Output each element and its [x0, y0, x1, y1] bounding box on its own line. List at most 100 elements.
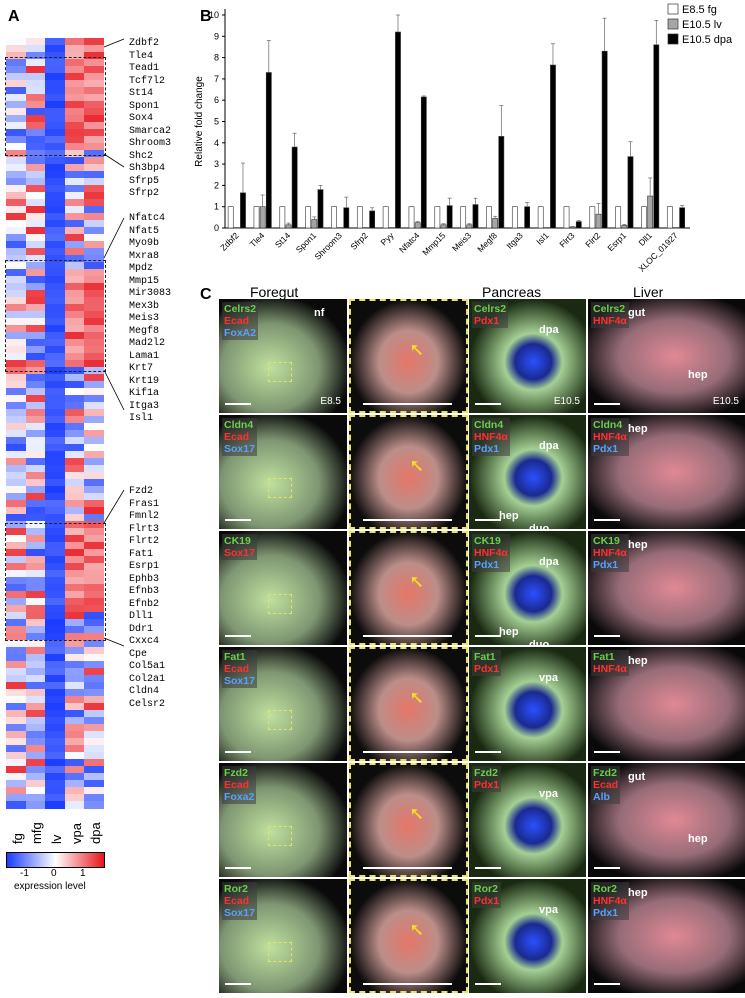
stain-label-box: Fat1 Ecad Sox17: [222, 650, 257, 688]
heatmap-cell: [45, 423, 66, 431]
heatmap-cell: [64, 304, 85, 312]
heatmap-cell: [6, 514, 27, 522]
legend-entry: E10.5 dpa: [682, 34, 733, 46]
heatmap-cell: [25, 248, 46, 256]
heatmap-cell: [6, 801, 27, 809]
heatmap-cell: [25, 381, 46, 389]
heatmap-cell: [25, 759, 46, 767]
heatmap-cell: [64, 108, 85, 116]
heatmap-cell: [45, 45, 66, 53]
heatmap-cell: [25, 738, 46, 746]
heatmap-cell: [25, 689, 46, 697]
heatmap-cell: [64, 143, 85, 151]
heatmap-cell: [6, 570, 27, 578]
heatmap-cell: [45, 535, 66, 543]
scale-bar: [363, 751, 452, 753]
heatmap-cell: [84, 346, 105, 354]
heatmap-cell: [45, 724, 66, 732]
heatmap-cell: [6, 248, 27, 256]
gene-label: Efnb2: [129, 598, 160, 610]
heatmap-cell: [25, 549, 46, 557]
heatmap-cell: [84, 801, 105, 809]
heatmap-cell: [64, 52, 85, 60]
heatmap-cell: [25, 619, 46, 627]
heatmap-cell: [6, 759, 27, 767]
heatmap-cell: [84, 640, 105, 648]
bar-e85-fg: [615, 206, 622, 229]
heatmap-cell: [25, 339, 46, 347]
stain-label-box: CK19 Sox17: [222, 534, 257, 560]
gene-label: Mex3b: [129, 300, 160, 312]
stain-label: Pdx1: [593, 559, 619, 571]
heatmap-cell: [84, 570, 105, 578]
heatmap-cell: [45, 290, 66, 298]
stain-label: Sox17: [224, 547, 255, 559]
gene-label: Fzd2: [129, 486, 154, 497]
x-category-label: Flrt2: [583, 230, 602, 249]
bar-e85-fg: [279, 206, 286, 229]
heatmap-cell: [6, 703, 27, 711]
heatmap-cell: [6, 241, 27, 249]
stain-label: CK19: [474, 535, 501, 547]
heatmap-cell: [84, 598, 105, 606]
gene-label: Shc2: [129, 150, 154, 162]
heatmap-cell: [84, 269, 105, 277]
heatmap-cell: [25, 500, 46, 508]
heatmap-cell: [64, 535, 85, 543]
heatmap-cell: [45, 311, 66, 319]
stain-label: Fzd2: [474, 767, 498, 779]
heatmap-cell: [84, 136, 105, 144]
bar-e105-dpa: [395, 31, 401, 229]
stain-label: Cldn4: [593, 419, 623, 431]
heatmap-cell: [64, 745, 85, 753]
x-category-label: St14: [273, 230, 293, 250]
gene-label: Shroom3: [129, 138, 172, 149]
y-tick-label: 4: [214, 138, 219, 148]
y-tick-label: 9: [214, 31, 219, 41]
x-category-label: Flrt3: [557, 230, 576, 249]
heatmap-cell: [25, 612, 46, 620]
heatmap-cell: [6, 395, 27, 403]
heatmap-cell: [25, 451, 46, 459]
heatmap-cell: [6, 682, 27, 690]
x-category-label: Megf8: [475, 230, 499, 254]
header-foregut: Foregut: [250, 284, 299, 300]
heatmap-cell: [84, 423, 105, 431]
stain-label: HNF4α: [593, 895, 627, 907]
heatmap-cell: [25, 773, 46, 781]
heatmap-cell: [64, 94, 85, 102]
region-label: hep: [628, 887, 648, 899]
scale-bar: [475, 867, 501, 869]
heatmap-cell: [45, 409, 66, 417]
heatmap-cell: [6, 227, 27, 235]
gene-label: Smarca2: [129, 125, 172, 137]
region-label: duo: [529, 523, 550, 529]
gene-label: Esrp1: [129, 561, 160, 572]
bar-e105-lv: [311, 219, 318, 229]
heatmap-cell: [25, 528, 46, 536]
pancreas-image: Fat1 Pdx1 vpa: [469, 647, 586, 761]
heatmap-cell: [45, 619, 66, 627]
bar-e85-fg: [641, 206, 647, 229]
heatmap-cell: [25, 332, 46, 340]
heatmap-cell: [64, 38, 85, 46]
stain-label: HNF4α: [593, 663, 627, 675]
heatmap-cell: [45, 472, 66, 480]
heatmap-cell: [25, 493, 46, 501]
stain-label: Sox17: [224, 907, 255, 919]
stain-label: Fat1: [224, 651, 246, 663]
heatmap-cell: [84, 682, 105, 690]
heatmap-cell: [25, 717, 46, 725]
heatmap-cell: [6, 73, 27, 81]
heatmap-cell: [45, 633, 66, 641]
zoom-region-box: [267, 825, 292, 846]
heatmap-cell: [6, 591, 27, 599]
bar-e85-fg: [434, 206, 441, 229]
heatmap-cell: [25, 416, 46, 424]
pancreas-image: Celrs2 Pdx1 dpa E10.5: [469, 299, 586, 413]
gene-label: Flrt3: [129, 523, 160, 535]
heatmap-cell: [45, 388, 66, 396]
heatmap-cell: [6, 661, 27, 669]
gene-label: Krt19: [129, 375, 160, 387]
heatmap-cell: [64, 227, 85, 235]
